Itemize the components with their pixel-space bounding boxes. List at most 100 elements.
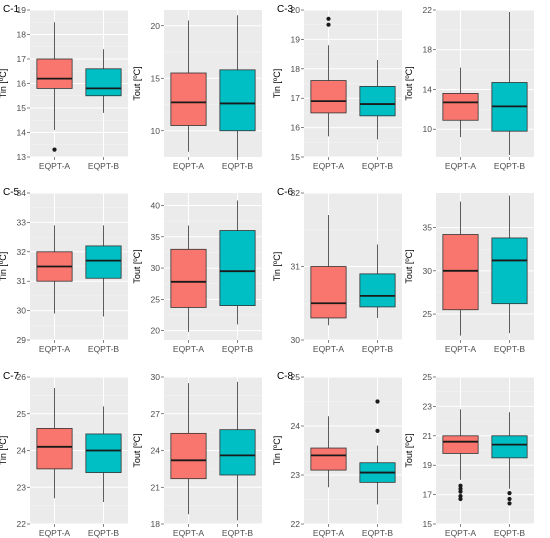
x-tick-label: EQPT-A [39,161,71,171]
x-tick-label: EQPT-B [88,344,120,354]
box-EQPT-A [36,225,73,314]
x-tick-label: EQPT-A [39,528,71,538]
y-tick-label: 25 [423,372,433,382]
x-tick-label: EQPT-B [494,161,526,171]
chart-panel-8: 25 30 35 EQPT-A EQPT-B Tout [ºC] [404,193,534,354]
iqr-box [85,433,122,473]
box-EQPT-B [491,11,528,156]
x-tick-label: EQPT-A [313,161,345,171]
y-tick-label: 24 [17,446,27,456]
y-tick-label: 15 [423,519,433,529]
y-tick-label: 22 [423,5,433,15]
x-tick-label: EQPT-A [445,344,477,354]
iqr-box [310,266,347,319]
y-tick-label: 30 [291,335,301,345]
outlier-point [326,22,331,27]
box-EQPT-A [310,416,347,488]
iqr-box [36,58,73,89]
chart-panel-4: 10 14 18 22 EQPT-A EQPT-B Tout [ºC] [404,5,534,171]
y-tick-label: 33 [17,217,27,227]
y-axis-title: Tout [ºC] [132,433,142,467]
y-tick-label: 22 [17,519,27,529]
iqr-box [310,447,347,471]
outlier-point [507,501,512,506]
x-tick-label: EQPT-A [39,344,71,354]
y-axis-title: Tout [ºC] [404,249,414,283]
y-tick-label: 25 [423,309,433,319]
iqr-box [170,72,207,126]
iqr-box [36,428,73,470]
box-EQPT-B [219,381,256,521]
y-tick-label: 16 [291,123,301,133]
y-tick-label: 30 [151,372,161,382]
y-tick-label: 17 [423,490,433,500]
y-tick-label: 21 [151,482,161,492]
x-tick-label: EQPT-B [494,344,526,354]
iqr-box [442,435,479,454]
chart-panel-6: 20 25 30 35 40 EQPT-A EQPT-B Tout [ºC] [132,193,262,354]
box-EQPT-A [170,20,207,152]
iqr-box [170,248,207,308]
x-tick-label: EQPT-B [362,528,394,538]
outlier-point [375,399,380,404]
y-tick-label: 19 [17,5,27,15]
box-EQPT-A [310,16,347,137]
y-tick-label: 19 [423,460,433,470]
box-EQPT-B [359,399,396,505]
iqr-box [491,435,528,459]
x-tick-label: EQPT-A [313,528,345,538]
y-tick-label: 15 [291,152,301,162]
y-tick-label: 25 [17,409,27,419]
iqr-box [85,68,122,97]
outlier-point [458,486,463,491]
x-tick-label: EQPT-B [88,528,120,538]
y-axis-title: Tout [ºC] [404,433,414,467]
iqr-box [442,234,479,311]
y-tick-label: 34 [17,188,27,198]
box-EQPT-A [442,67,479,138]
y-tick-label: 30 [423,266,433,276]
y-axis-title: Tin [ºC] [0,252,8,281]
y-axis-title: Tout [ºC] [132,66,142,100]
y-tick-label: 14 [17,128,27,138]
y-tick-label: 22 [291,519,301,529]
iqr-box [359,273,396,308]
y-tick-label: 23 [291,470,301,480]
y-tick-label: 18 [151,519,161,529]
y-axis-title: Tin [ºC] [272,252,282,281]
y-tick-label: 30 [17,306,27,316]
box-EQPT-A [170,383,207,515]
chart-panel-3: 15 16 17 18 19 20 EQPT-A EQPT-B Tin [ºC] C-3 [272,4,402,171]
y-tick-label: 23 [423,401,433,411]
box-EQPT-A [442,409,479,502]
y-axis-title: Tin [ºC] [0,69,8,98]
x-tick-label: EQPT-A [313,344,345,354]
chart-panel-11: 22 23 24 25 EQPT-A EQPT-B Tin [ºC] C-8 [272,371,402,538]
outlier-point [458,496,463,502]
box-EQPT-B [85,225,122,317]
y-tick-label: 24 [291,421,301,431]
box-EQPT-B [359,59,396,140]
panel-tag: C-3 [277,4,294,15]
x-tick-label: EQPT-A [173,161,205,171]
y-tick-label: 10 [423,124,433,134]
y-tick-label: 21 [423,431,433,441]
box-EQPT-B [491,412,528,506]
y-axis-title: Tout [ºC] [132,249,142,283]
chart-panel-1: 13 14 15 16 17 18 19 EQPT-A EQPT-B Tin [ºC] C-1 [0,4,128,171]
x-tick-label: EQPT-B [494,528,526,538]
outlier-point [458,483,463,488]
y-tick-label: 25 [151,294,161,304]
outlier-point [326,16,331,21]
panel-tag: C-1 [3,4,20,15]
panel-tag: C-8 [277,371,294,382]
box-EQPT-A [36,388,73,499]
iqr-box [359,86,396,117]
x-tick-label: EQPT-B [362,344,394,354]
panel-tag: C-6 [277,187,294,198]
x-tick-label: EQPT-A [173,528,205,538]
iqr-box [442,93,479,121]
box-EQPT-B [219,15,256,157]
box-EQPT-B [219,200,256,325]
y-tick-label: 19 [291,34,301,44]
